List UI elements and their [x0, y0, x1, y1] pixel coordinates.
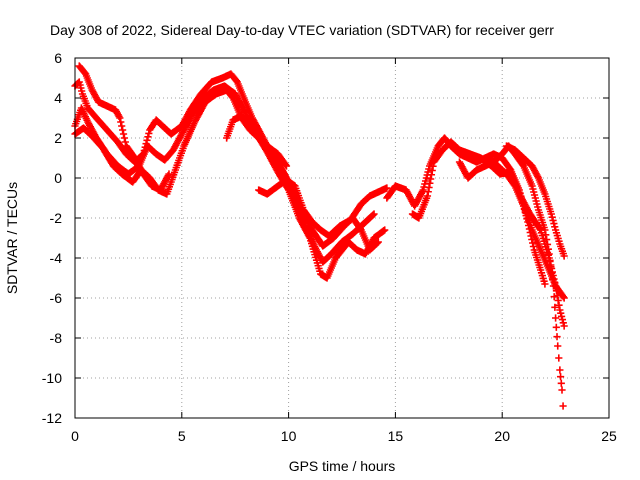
- data-point: [165, 170, 173, 178]
- series-11: [485, 154, 568, 302]
- data-point: [425, 183, 433, 192]
- grid: [75, 58, 609, 418]
- data-point: [555, 354, 563, 362]
- data-point: [424, 188, 432, 196]
- chart-title: Day 308 of 2022, Sidereal Day-to-day VTE…: [50, 22, 554, 38]
- data-point: [144, 133, 152, 141]
- data-point: [423, 192, 432, 200]
- series-5: [223, 112, 291, 170]
- x-tick-label: 25: [601, 428, 617, 444]
- y-tick-label: 4: [54, 90, 62, 106]
- data-point: [117, 118, 125, 126]
- data-point: [529, 239, 537, 247]
- data-point: [553, 333, 561, 341]
- data-point: [559, 293, 567, 301]
- data-point: [541, 226, 549, 234]
- data-point: [556, 373, 565, 381]
- data-point: [554, 296, 562, 304]
- series-6: [255, 176, 391, 240]
- y-tick-label: 0: [54, 170, 62, 186]
- x-tick-label: 0: [71, 428, 79, 444]
- series-4: [75, 62, 173, 194]
- data-point: [305, 232, 313, 241]
- y-tick-label: 6: [54, 50, 62, 66]
- data-point: [552, 323, 560, 331]
- data-point: [543, 236, 551, 244]
- data-point: [428, 166, 436, 175]
- data-point: [536, 225, 544, 233]
- data-point: [426, 179, 434, 187]
- data-point: [541, 280, 549, 288]
- data-point: [427, 175, 435, 183]
- y-tick-label: -12: [42, 410, 62, 426]
- data-point: [542, 231, 550, 239]
- axis-ticks: 0 5 10 15 20 25 -12 -10 -8 -6 -4 -2 0 2 4 6: [42, 50, 617, 444]
- y-axis-label: SDTVAR / TECUs: [4, 182, 20, 294]
- data-point: [381, 226, 389, 234]
- y-tick-label: 2: [54, 130, 62, 146]
- y-tick-label: -10: [42, 370, 62, 386]
- data-point: [118, 122, 126, 130]
- y-tick-label: -2: [50, 210, 63, 226]
- data-point: [557, 379, 565, 387]
- data-point: [370, 210, 378, 218]
- data-point: [120, 134, 129, 142]
- x-tick-label: 15: [388, 428, 404, 444]
- data-point: [282, 161, 290, 169]
- data-point: [374, 238, 382, 246]
- x-tick-label: 5: [178, 428, 186, 444]
- data-point: [427, 171, 436, 179]
- data-point: [282, 162, 291, 170]
- data-point: [555, 301, 563, 309]
- data-point: [558, 386, 566, 394]
- data-point: [554, 342, 562, 350]
- data-point: [559, 402, 567, 410]
- data-point: [557, 312, 566, 320]
- data-point: [543, 240, 552, 248]
- data-point: [119, 130, 128, 138]
- data-point: [556, 366, 564, 374]
- x-tick-label: 20: [494, 428, 510, 444]
- data-point: [145, 129, 153, 138]
- data-point: [552, 314, 560, 322]
- x-axis-label: GPS time / hours: [289, 458, 396, 474]
- data-point: [429, 162, 437, 170]
- data-point: [545, 250, 553, 258]
- data-marks: [71, 62, 568, 410]
- data-point: [550, 293, 558, 301]
- x-tick-label: 10: [281, 428, 297, 444]
- series-10: [502, 142, 568, 260]
- data-point: [556, 306, 564, 314]
- data-point: [560, 322, 568, 330]
- data-point: [560, 252, 568, 260]
- data-point: [560, 294, 568, 302]
- plot-frame: [74, 57, 610, 419]
- y-tick-label: -4: [50, 250, 63, 266]
- data-point: [116, 114, 124, 122]
- data-point: [121, 138, 129, 146]
- y-tick-label: -6: [50, 290, 63, 306]
- data-point: [119, 126, 127, 134]
- data-point: [383, 184, 391, 192]
- y-tick-label: -8: [50, 330, 63, 346]
- data-point: [544, 245, 552, 253]
- data-point: [551, 303, 559, 311]
